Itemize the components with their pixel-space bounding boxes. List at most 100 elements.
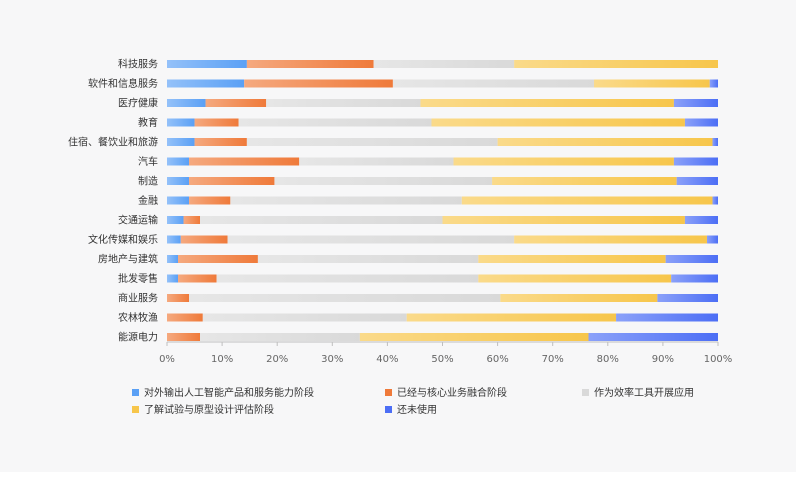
- bar-segment: [167, 177, 190, 185]
- bar-segment: [431, 118, 685, 127]
- bar-segment: [180, 235, 228, 244]
- bar-segment: [676, 177, 718, 185]
- category-label: 医疗健康: [118, 97, 158, 110]
- x-tick-label: 50%: [431, 354, 453, 365]
- bar-segment: [167, 255, 179, 263]
- bar-segment: [442, 216, 685, 224]
- x-tick-label: 100%: [704, 354, 733, 365]
- bar-segment: [497, 138, 713, 146]
- bar-segment: [202, 313, 407, 322]
- bar-segment: [673, 157, 718, 166]
- x-tick-label: 70%: [542, 354, 564, 365]
- category-label: 批发零售: [118, 272, 158, 285]
- bar-segment: [227, 235, 515, 244]
- bar-segment: [167, 235, 181, 244]
- bar-segment: [189, 294, 501, 302]
- bar-segment: [420, 99, 674, 107]
- bar-segment: [514, 235, 707, 244]
- legend-swatch: [132, 389, 139, 396]
- bar-segment: [189, 157, 300, 166]
- bars: [167, 60, 719, 341]
- category-label: 软件和信息服务: [88, 77, 158, 90]
- category-label: 制造: [138, 175, 158, 188]
- bar-segment: [216, 274, 479, 283]
- bar-segment: [514, 60, 718, 68]
- bar-segment: [266, 99, 421, 107]
- bar-segment: [246, 60, 374, 68]
- bar-segment: [684, 118, 718, 127]
- legend-label: 了解试验与原型设计评估阶段: [144, 403, 274, 416]
- legend-swatch: [132, 406, 139, 413]
- bar-segment: [588, 333, 718, 341]
- x-tick-label: 0%: [159, 354, 175, 365]
- category-label: 能源电力: [118, 331, 158, 344]
- bar-segment: [684, 216, 718, 224]
- bar-segment: [478, 255, 666, 263]
- bar-segment: [712, 196, 718, 205]
- bar-segment: [189, 177, 275, 185]
- category-label: 房地产与建筑: [98, 253, 158, 266]
- bar-segment: [594, 79, 710, 88]
- bar-segment: [712, 138, 718, 146]
- x-tick-label: 40%: [376, 354, 398, 365]
- bar-segment: [200, 216, 443, 224]
- category-label: 农林牧渔: [118, 311, 158, 324]
- bar-segment: [194, 118, 239, 127]
- bar-segment: [274, 177, 493, 185]
- bar-segment: [167, 274, 179, 283]
- bar-segment: [373, 60, 515, 68]
- bar-segment: [230, 196, 462, 205]
- category-label: 文化传媒和娱乐: [88, 233, 158, 246]
- bar-segment: [189, 196, 231, 205]
- legend-swatch: [385, 389, 392, 396]
- bar-segment: [167, 138, 195, 146]
- x-tick-label: 90%: [652, 354, 674, 365]
- category-label: 住宿、餐饮业和旅游: [68, 136, 158, 149]
- bar-segment: [500, 294, 658, 302]
- x-tick-label: 80%: [597, 354, 619, 365]
- legend-label: 作为效率工具开展应用: [594, 386, 694, 399]
- bar-segment: [673, 99, 718, 107]
- bar-segment: [178, 274, 217, 283]
- x-tick-label: 10%: [211, 354, 233, 365]
- bar-segment: [665, 255, 718, 263]
- bar-segment: [246, 138, 498, 146]
- bar-segment: [167, 313, 203, 322]
- bar-segment: [167, 196, 190, 205]
- bar-segment: [616, 313, 719, 322]
- category-label: 汽车: [138, 155, 158, 168]
- bar-segment: [238, 118, 432, 127]
- legend-label: 已经与核心业务融合阶段: [397, 386, 507, 399]
- legend-swatch: [385, 406, 392, 413]
- category-label: 科技服务: [118, 58, 158, 71]
- x-tick-label: 30%: [321, 354, 343, 365]
- x-axis: 0% 10% 20% 30% 40% 50% 60% 70% 80% 90% 100%: [159, 341, 733, 365]
- bar-segment: [657, 294, 718, 302]
- category-labels: 科技服务软件和信息服务医疗健康教育住宿、餐饮业和旅游汽车制造金融交通运输文化传媒…: [68, 58, 158, 344]
- x-tick-label: 60%: [486, 354, 508, 365]
- category-label: 交通运输: [118, 214, 158, 227]
- bar-segment: [392, 79, 595, 88]
- legend-label: 还未使用: [397, 403, 437, 416]
- bar-segment: [299, 157, 454, 166]
- bar-segment: [706, 235, 718, 244]
- bar-segment: [359, 333, 589, 341]
- bar-segment: [453, 157, 674, 166]
- bar-segment: [478, 274, 672, 283]
- bar-segment: [671, 274, 718, 283]
- bar-segment: [167, 333, 201, 341]
- bar-segment: [167, 60, 247, 68]
- legend-label: 对外输出人工智能产品和服务能力阶段: [144, 386, 314, 399]
- bar-segment: [194, 138, 247, 146]
- bar-segment: [492, 177, 677, 185]
- bar-segment: [167, 157, 190, 166]
- category-label: 教育: [138, 116, 158, 129]
- bar-segment: [167, 294, 190, 302]
- category-label: 商业服务: [118, 292, 158, 305]
- legend-swatch: [582, 389, 589, 396]
- bar-segment: [183, 216, 201, 224]
- x-tick-label: 20%: [266, 354, 288, 365]
- bar-segment: [461, 196, 713, 205]
